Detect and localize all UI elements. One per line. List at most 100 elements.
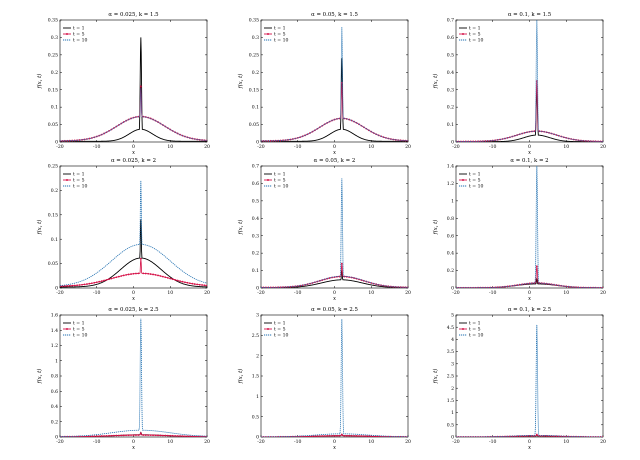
y-tick-label: 1: [451, 410, 454, 416]
series-marker: [203, 284, 206, 287]
series-marker: [186, 435, 189, 437]
series-group: [456, 166, 603, 288]
series-marker: [171, 434, 174, 437]
chart-panel-7: α = 0.025, k = 2.5 -20 -10 0 10 20 0 0.2 0.4 0.6 0…: [36, 307, 210, 451]
y-tick-label: 1.5: [252, 374, 259, 380]
y-tick-label: 0.25: [48, 52, 58, 58]
y-tick-label: 5: [451, 313, 454, 319]
y-tick-label: 0.15: [249, 87, 259, 93]
y-tick-label: 0: [55, 286, 58, 292]
x-tick-label: 0: [132, 290, 135, 296]
series-marker: [147, 434, 150, 437]
y-axis-label: f(x, t): [432, 220, 439, 236]
series-marker: [196, 283, 199, 286]
series-marker: [267, 139, 270, 142]
series-marker: [533, 130, 536, 133]
x-tick-label: 10: [368, 290, 374, 296]
x-tick-label: -10: [489, 290, 496, 296]
x-tick-label: 20: [600, 144, 606, 150]
series-marker: [162, 434, 164, 437]
series-marker: [326, 435, 329, 437]
y-tick-label: 1.2: [447, 181, 454, 187]
series-marker: [166, 434, 169, 437]
y-tick-label: 0.15: [48, 212, 58, 218]
y-tick-label: 3: [451, 361, 454, 367]
series-marker: [314, 435, 316, 437]
series-line-3: [456, 166, 603, 288]
y-tick-label: 2: [256, 353, 259, 359]
series-marker: [76, 284, 79, 287]
legend-label-1: t = 1: [73, 172, 85, 178]
y-tick-label: 0.2: [447, 268, 454, 274]
series-marker: [350, 434, 353, 437]
x-tick-label: -10: [93, 144, 100, 150]
series-marker: [181, 435, 184, 437]
x-tick-label: -20: [56, 439, 63, 445]
x-axis-label: x: [132, 150, 135, 156]
series-marker: [113, 434, 115, 437]
series-marker: [338, 434, 341, 437]
series-marker: [567, 285, 570, 288]
series-marker: [120, 275, 123, 277]
series-marker: [343, 434, 346, 437]
x-tick-label: -10: [489, 439, 496, 445]
y-tick-label: 0: [451, 140, 454, 146]
legend-label-1: t = 1: [73, 321, 85, 327]
series-marker: [98, 280, 101, 283]
y-tick-label: 0.2: [51, 419, 58, 425]
legend-marker: [267, 179, 269, 181]
y-tick-label: 0.25: [249, 52, 259, 58]
series-marker: [336, 434, 338, 437]
series-marker: [174, 435, 177, 437]
y-tick-label: 0.4: [252, 216, 259, 222]
series-marker: [484, 140, 487, 142]
series-marker: [132, 434, 135, 437]
series-marker: [139, 257, 142, 260]
y-tick-label: 0.4: [447, 70, 454, 76]
y-axis-label: f(x, t): [237, 220, 244, 236]
series-line-3: [261, 178, 408, 288]
series-marker: [358, 435, 360, 437]
panel-title: α = 0.1, k = 2: [510, 158, 548, 164]
y-tick-label: 0.5: [447, 422, 454, 428]
legend-label-1: t = 1: [469, 172, 481, 178]
y-tick-label: 0: [55, 435, 58, 441]
series-group: [456, 20, 603, 142]
series-line-2: [261, 263, 408, 288]
series-marker: [370, 435, 373, 437]
series-marker: [152, 273, 155, 276]
series-marker: [90, 435, 93, 437]
y-tick-label: 0.1: [51, 237, 58, 243]
y-tick-label: 0.2: [447, 105, 454, 111]
x-tick-label: 0: [132, 439, 135, 445]
panel-title: α = 0.05, k = 1.5: [311, 12, 358, 18]
chart-panel-1: α = 0.025, k = 1.5 -20 -10 0 10 20 0 0.05 0.1 0.1…: [36, 12, 210, 156]
series-marker: [86, 283, 88, 285]
series-marker: [149, 434, 152, 437]
series-line-1: [60, 219, 207, 288]
y-tick-label: 1: [256, 394, 259, 400]
y-tick-label: 0.3: [252, 35, 259, 41]
y-tick-label: 0.2: [252, 70, 259, 76]
series-marker: [144, 272, 147, 275]
series-marker: [108, 278, 110, 281]
series-marker: [399, 286, 402, 288]
series-marker: [602, 286, 603, 288]
series-marker: [365, 435, 368, 437]
series-marker: [105, 435, 108, 437]
series-marker: [61, 285, 64, 288]
series-marker: [68, 139, 71, 142]
series-marker: [289, 285, 292, 288]
series-marker: [137, 272, 140, 275]
series-marker: [321, 435, 324, 437]
y-tick-label: 0.3: [252, 233, 259, 239]
series-marker: [117, 275, 120, 278]
series-marker: [340, 262, 343, 265]
series-group: [60, 318, 207, 437]
series-marker: [279, 139, 282, 142]
series-marker: [88, 282, 91, 285]
x-tick-label: -20: [452, 290, 459, 296]
x-tick-label: 10: [563, 290, 569, 296]
y-tick-label: 0.3: [447, 87, 454, 93]
y-tick-label: 0.1: [252, 105, 259, 111]
